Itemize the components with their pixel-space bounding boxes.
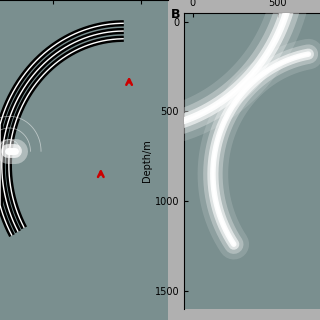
Text: B: B: [171, 8, 181, 21]
Y-axis label: Depth/m: Depth/m: [142, 140, 152, 182]
